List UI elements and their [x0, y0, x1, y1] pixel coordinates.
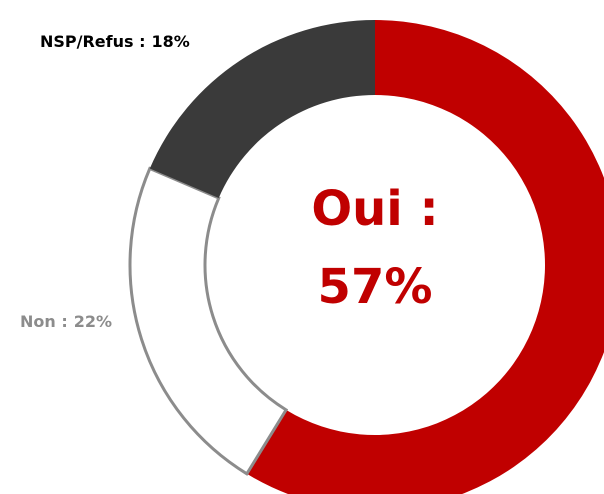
donut-slice — [128, 166, 289, 476]
center-value: 57% — [318, 259, 433, 315]
donut-slice — [246, 20, 604, 494]
slice-value: 18% — [152, 32, 190, 51]
donut-slice — [149, 19, 375, 199]
slice-label: NSP/Refus : 18% — [40, 32, 190, 51]
center-label: Oui : — [311, 181, 438, 237]
slice-category: Non : — [20, 312, 68, 331]
slice-value: 22% — [74, 312, 112, 331]
slice-category: NSP/Refus : — [40, 32, 146, 51]
slice-label: Non : 22% — [20, 312, 112, 331]
